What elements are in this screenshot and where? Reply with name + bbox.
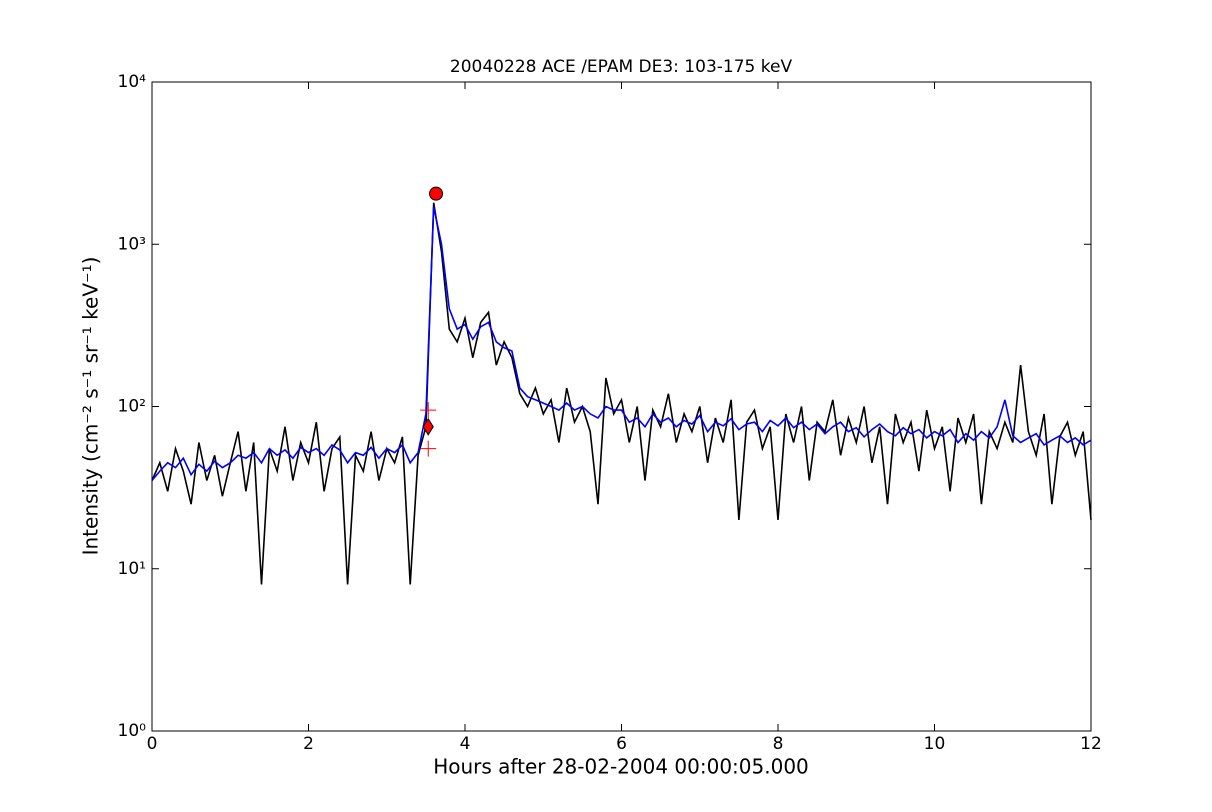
marker [420, 402, 437, 419]
y-tick-label: 10² [118, 397, 146, 417]
x-tick-label: 12 [1080, 734, 1102, 754]
series-line [151, 206, 1092, 482]
x-tick-label: 0 [147, 734, 158, 754]
plot-frame [151, 81, 1092, 732]
chart-title: 20040228 ACE /EPAM DE3: 103-175 keV [450, 57, 793, 77]
y-tick-label: 10¹ [118, 559, 146, 579]
x-tick-label: 2 [303, 734, 314, 754]
x-axis-label: Hours after 28-02-2004 00:00:05.000 [433, 755, 809, 779]
marker [422, 417, 434, 436]
y-tick-label: 10³ [118, 234, 146, 254]
y-tick-label: 10⁰ [118, 721, 147, 741]
x-tick-label: 10 [924, 734, 946, 754]
marker [429, 186, 444, 201]
x-tick-label: 6 [616, 734, 627, 754]
x-tick-label: 4 [460, 734, 471, 754]
y-axis-label: Intensity (cm⁻² s⁻¹ sr⁻¹ keV⁻¹) [79, 257, 103, 556]
series-line [151, 202, 1092, 585]
y-tick-label: 10⁴ [118, 72, 147, 92]
x-tick-label: 8 [773, 734, 784, 754]
marker [420, 440, 437, 457]
